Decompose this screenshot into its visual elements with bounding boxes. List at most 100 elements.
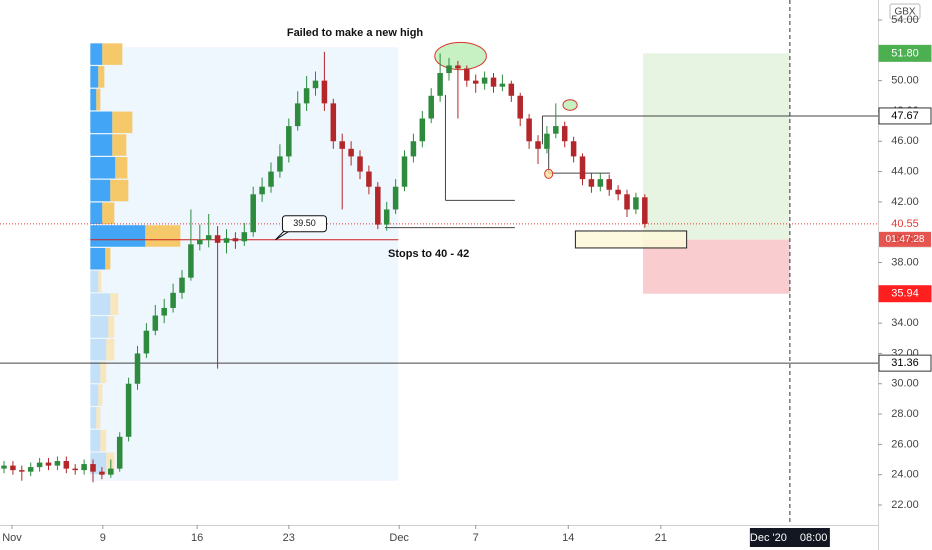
cursor-date-box <box>749 528 830 547</box>
y-tick-label: 46.00 <box>891 135 919 147</box>
profile-bar <box>98 384 103 406</box>
candle-body <box>357 156 363 172</box>
candle-body <box>10 465 16 471</box>
candle-body <box>615 189 621 195</box>
x-tick-label: 21 <box>655 532 667 544</box>
profile-bar <box>90 43 103 65</box>
candle-body <box>63 461 70 469</box>
profile-bar <box>98 66 105 88</box>
candle-body <box>90 464 96 472</box>
candle-body <box>321 80 328 104</box>
candle-body <box>81 464 87 471</box>
candle-body <box>455 65 461 69</box>
candle-body <box>108 468 114 475</box>
candle-body <box>410 141 417 157</box>
profile-bar <box>90 270 99 293</box>
profile-bar <box>90 247 106 270</box>
candle-body <box>188 244 194 278</box>
candle-body <box>27 467 34 472</box>
plot-area: 39.50 <box>0 0 878 525</box>
last-price-label: 40.55 <box>891 218 919 230</box>
profile-bar <box>110 179 129 202</box>
annotation-title: Failed to make a new high <box>287 27 424 39</box>
candle-body <box>330 103 337 142</box>
candle-body <box>375 186 381 225</box>
candle-body <box>303 88 310 104</box>
price-label: 47.67 <box>891 110 919 122</box>
candle-body <box>170 292 176 308</box>
candle-body <box>54 461 61 466</box>
candle-body <box>642 197 648 224</box>
candle-body <box>419 118 426 142</box>
candle-body <box>72 468 78 471</box>
price-label-box <box>878 107 932 125</box>
price-axis <box>878 0 932 550</box>
candle-body <box>232 238 239 242</box>
price-label: 31.36 <box>891 357 919 369</box>
profile-bar <box>96 407 101 429</box>
profile-bar <box>98 270 102 293</box>
candle-body <box>348 148 354 157</box>
candle-body <box>294 103 301 127</box>
callout-box <box>281 215 327 233</box>
candle-body <box>481 77 488 84</box>
profile-bar <box>96 88 101 111</box>
highlight-ellipse <box>434 41 487 71</box>
profile-bar <box>90 202 103 225</box>
profile-bar <box>145 225 181 247</box>
candle-body <box>197 239 203 245</box>
profile-bar <box>90 157 116 179</box>
loss-zone <box>643 239 790 294</box>
x-tick-label: 14 <box>562 532 574 544</box>
candle-body <box>428 95 434 119</box>
profile-bar <box>90 111 113 134</box>
candle-body <box>116 436 123 469</box>
price-label-box <box>878 354 932 372</box>
y-tick-label: 22.00 <box>891 499 919 511</box>
candle-body <box>553 126 559 134</box>
candle-body <box>588 179 595 187</box>
candle-body <box>125 383 132 437</box>
profile-bar <box>108 316 115 338</box>
callout-label: 39.50 <box>293 218 316 228</box>
candle-body <box>241 232 248 242</box>
candle-body <box>561 126 568 142</box>
highlight-ellipse <box>562 99 578 111</box>
time-axis <box>0 525 878 550</box>
profile-bar <box>90 179 111 202</box>
profile-bar <box>112 134 127 156</box>
profile-bar <box>100 429 107 452</box>
profile-bar <box>90 134 113 156</box>
candle-body <box>268 171 274 187</box>
candle-body <box>508 83 515 96</box>
profile-bar <box>110 293 119 315</box>
candle-body <box>446 65 452 74</box>
profile-bar <box>90 66 99 88</box>
candle-body <box>152 315 159 331</box>
profile-bar <box>90 316 109 338</box>
profit-zone <box>643 53 790 240</box>
profile-bar <box>102 202 115 225</box>
candle-body <box>579 156 586 180</box>
candle-body <box>570 141 577 157</box>
price-label: 51.80 <box>891 47 919 59</box>
profile-bar <box>112 111 133 134</box>
candle-body <box>437 73 443 96</box>
candle-body <box>366 171 372 187</box>
candle-body <box>544 133 550 149</box>
candle-body <box>179 277 185 293</box>
profile-bar <box>90 407 97 429</box>
candle-body <box>383 209 390 225</box>
y-tick-label: 26.00 <box>891 438 919 450</box>
profile-bar <box>90 225 146 247</box>
currency-label: GBX <box>894 7 915 18</box>
support-zone <box>574 230 688 249</box>
profile-bar <box>105 247 111 270</box>
highlight-ellipse <box>544 168 554 179</box>
candle-body <box>490 77 497 87</box>
profile-bar <box>90 361 101 384</box>
candle-body <box>250 194 256 233</box>
candle-body <box>223 238 230 243</box>
